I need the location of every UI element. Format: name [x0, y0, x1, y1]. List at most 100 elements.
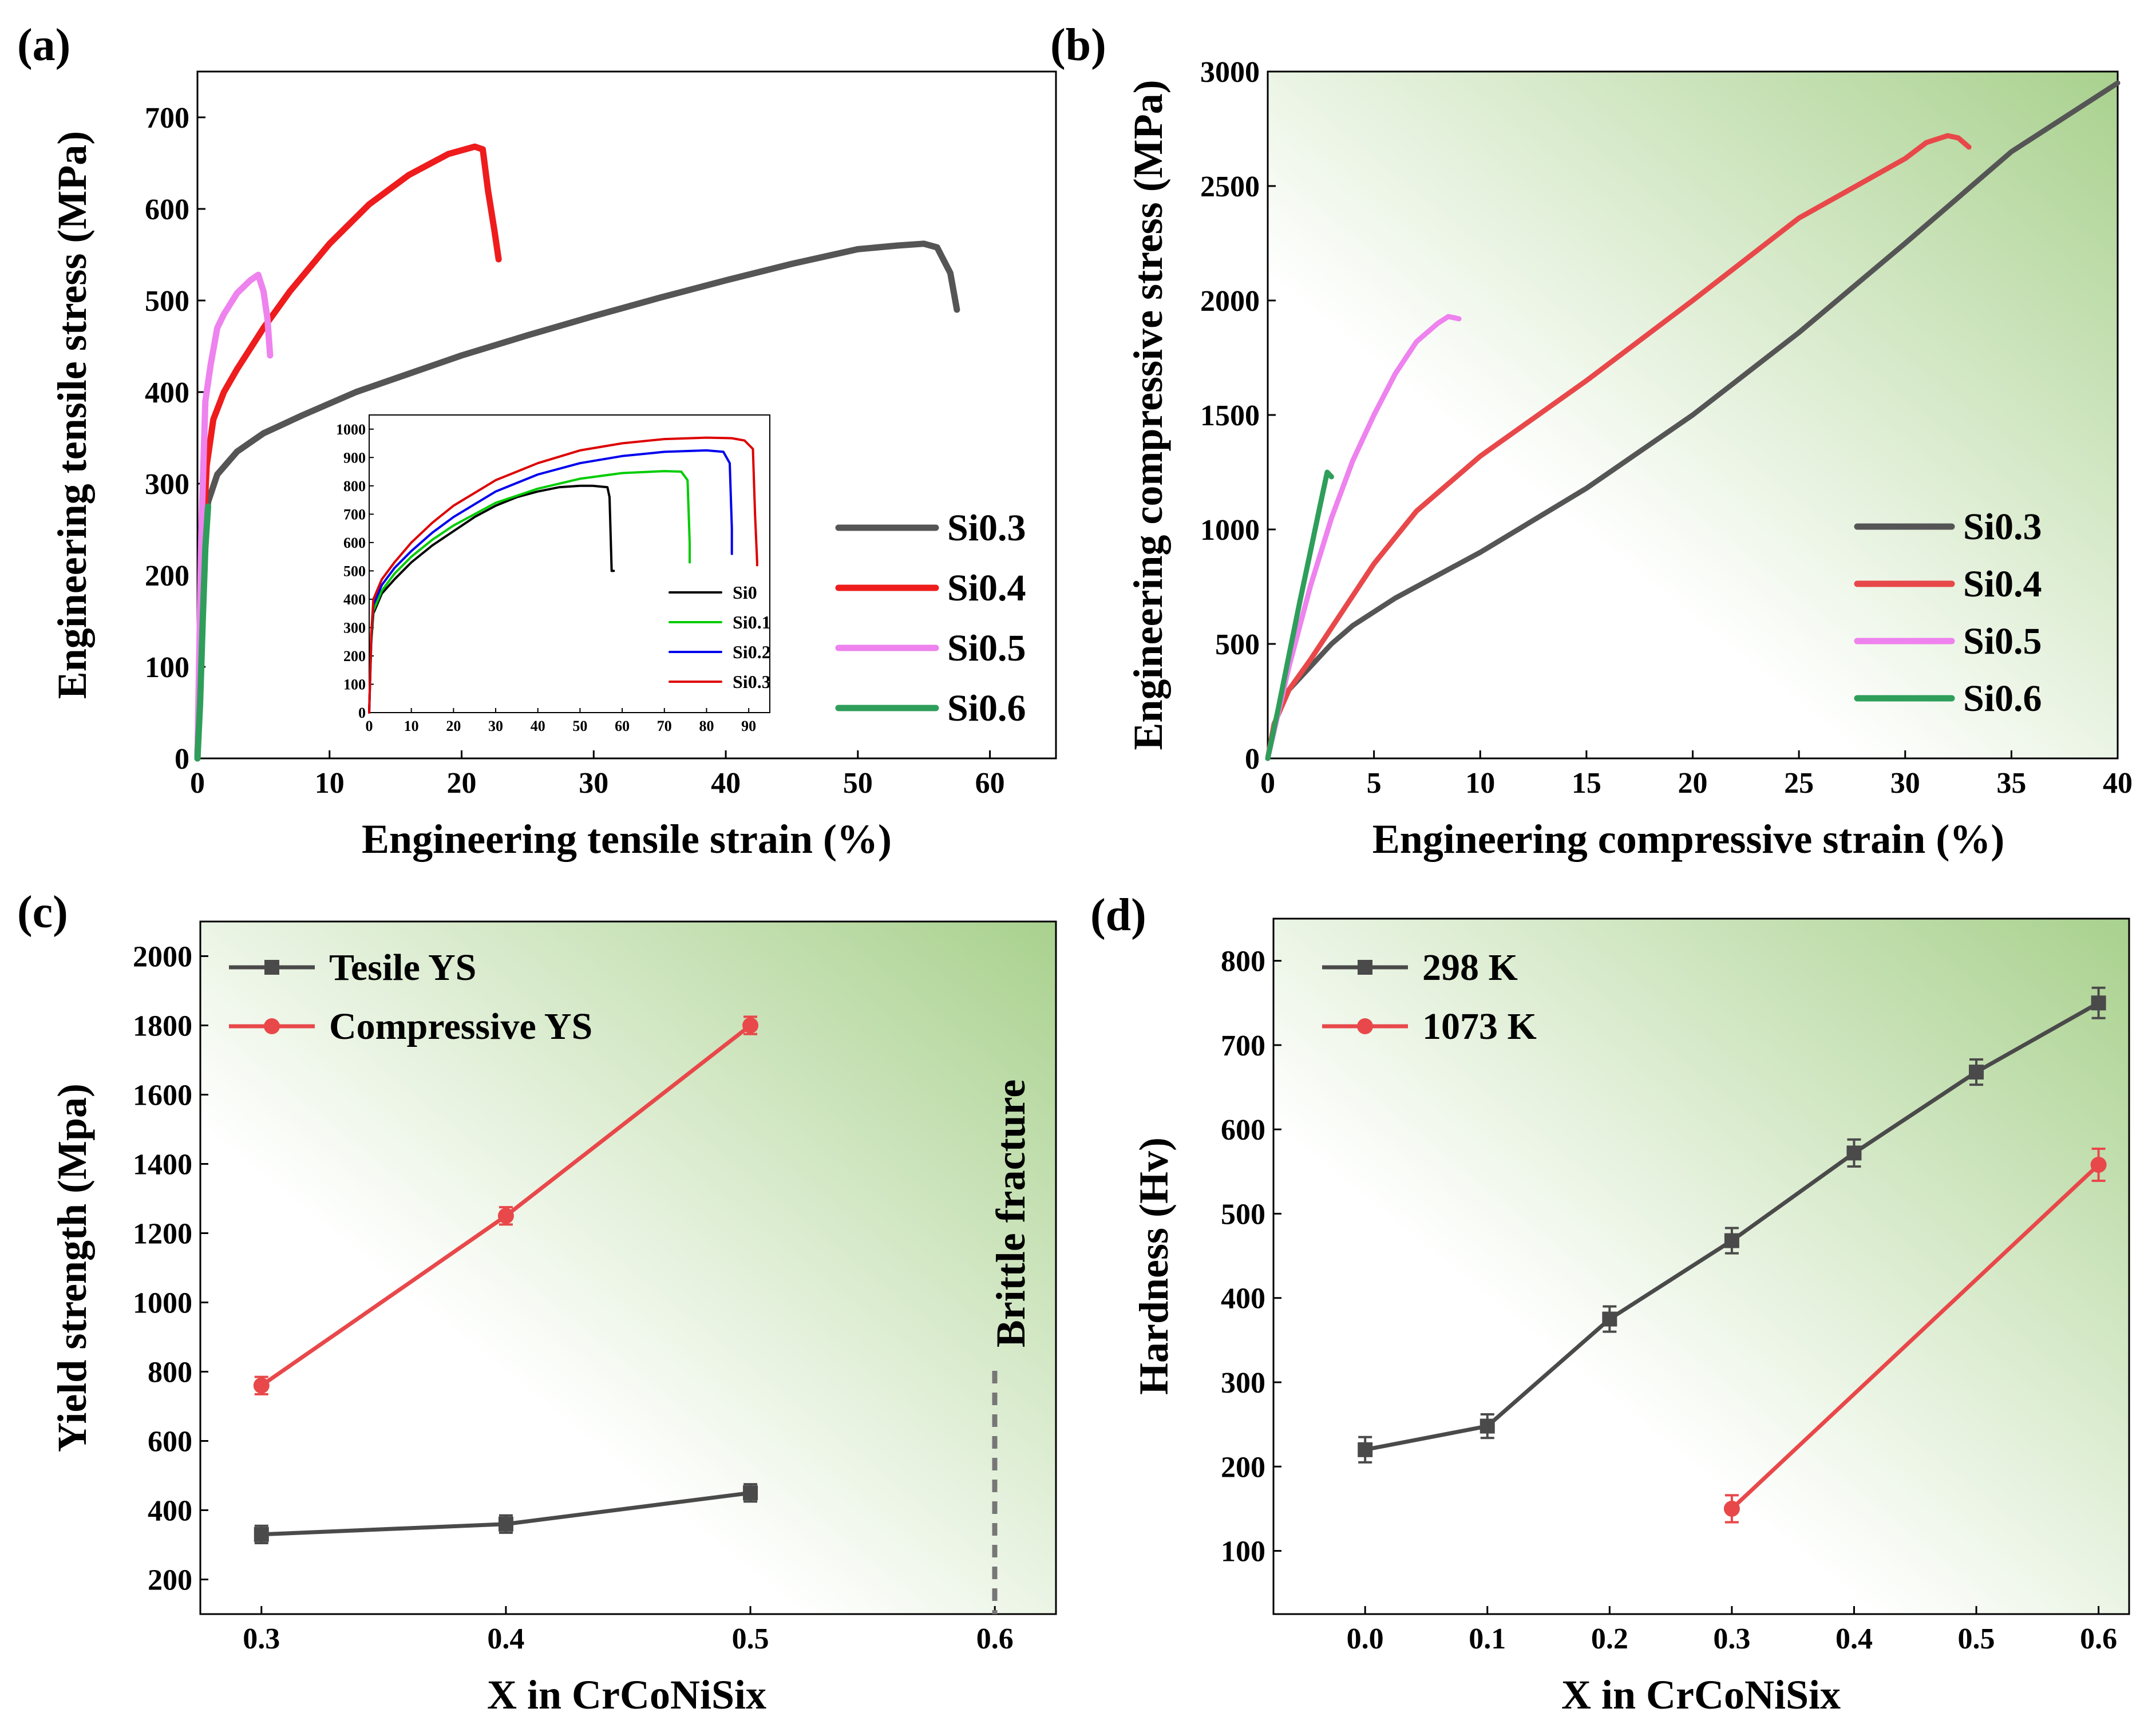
x-tick-label: 40: [531, 718, 545, 734]
y-tick-label: 1600: [133, 1079, 192, 1112]
data-point-square: [2091, 995, 2106, 1011]
x-tick-label: 10: [404, 718, 419, 734]
panel-d-legend: 298 K 1073 K: [1322, 947, 1537, 1047]
legend-label: 1073 K: [1422, 1006, 1537, 1047]
y-tick-label: 600: [145, 193, 189, 226]
inset-axes: 0 10 20 30 40 50 60 70 80 90010020030040050060070…: [336, 421, 756, 734]
panel-b-xlabel: Engineering compressive strain (%): [1372, 816, 2005, 862]
panel-d: (d) 0.0 0.1 0.2 0.3 0.4 0.5 0.6 100 200 300 400 500…: [1090, 890, 2130, 1718]
x-tick-label: 0.3: [1713, 1623, 1750, 1655]
y-tick-label: 400: [145, 377, 189, 409]
x-tick-label: 60: [975, 767, 1005, 800]
inset-series: [368, 436, 758, 714]
panel-a: (a) 0 10 20 30 40 50 600100200300400500600700 …: [17, 20, 1057, 862]
panel-b-series: [1265, 80, 2121, 761]
series-line-si04: [1265, 133, 1972, 761]
x-tick-label: 0.1: [1469, 1623, 1506, 1655]
data-point-square: [254, 1527, 269, 1542]
x-tick-label: 0.4: [1836, 1623, 1873, 1655]
panel-b-axes: 0 5 10 15 20 25 30 35 40 0 500 1000 1500 2000 2500 3000: [1200, 56, 2133, 800]
data-point-square: [1602, 1311, 1617, 1327]
y-tick-label: 400: [343, 591, 366, 608]
y-tick-label: 700: [145, 102, 189, 135]
x-tick-label: 30: [488, 718, 503, 734]
y-tick-label: 800: [148, 1357, 192, 1389]
x-tick-label: 40: [711, 767, 741, 800]
y-tick-label: 600: [343, 535, 366, 551]
y-tick-label: 0: [358, 705, 366, 721]
y-tick-label: 100: [145, 651, 189, 684]
legend-label: Compressive YS: [329, 1006, 592, 1047]
x-tick-label: 0: [1260, 767, 1275, 800]
x-tick-label: 0.3: [243, 1623, 280, 1655]
brittle-fracture-annotation: Brittle fracture: [988, 1079, 1034, 1347]
panel-c-plot-area: [199, 920, 1057, 1615]
y-tick-label: 1500: [1200, 400, 1260, 432]
legend-label: Si0.3: [1963, 506, 2042, 548]
y-tick-label: 500: [343, 563, 366, 579]
panel-c-ylabel: Yield strength (Mpa): [49, 1083, 95, 1452]
y-tick-label: 400: [148, 1495, 192, 1528]
x-tick-label: 30: [1890, 767, 1920, 800]
x-tick-label: 0.4: [487, 1623, 524, 1655]
y-tick-label: 1000: [1200, 514, 1260, 547]
panel-b: (b) 0 5 10 15 20 25 30 35 40 0 500 1000 1500 2000 2500…: [1050, 20, 2133, 862]
legend-label: Tesile YS: [329, 947, 476, 988]
panel-d-xlabel: X in CrCoNiSix: [1561, 1672, 1841, 1718]
y-tick-label: 700: [1221, 1030, 1265, 1062]
x-tick-label: 0.6: [2080, 1623, 2117, 1655]
y-tick-label: 500: [145, 285, 189, 318]
x-tick-label: 30: [579, 767, 608, 800]
panel-c-series: [253, 1015, 759, 1544]
panel-a-ylabel: Engineering tensile stress (MPa): [49, 131, 95, 699]
legend-label: Si0.2: [733, 642, 771, 662]
data-point-square: [1724, 1233, 1739, 1248]
y-tick-label: 1400: [133, 1149, 192, 1181]
y-tick-label: 800: [343, 478, 366, 495]
x-tick-label: 50: [843, 767, 873, 800]
legend-marker: [264, 1018, 280, 1034]
y-tick-label: 100: [343, 676, 366, 693]
series-line-si03: [194, 240, 960, 762]
y-tick-label: 200: [145, 560, 189, 592]
y-tick-label: 200: [1221, 1451, 1265, 1484]
x-tick-label: 10: [1465, 767, 1495, 800]
x-tick-label: 10: [315, 767, 345, 800]
x-tick-label: 90: [741, 718, 756, 734]
y-tick-label: 100: [1221, 1536, 1265, 1568]
inset-plot-area: [369, 414, 770, 713]
panel-a-xlabel: Engineering tensile strain (%): [362, 816, 892, 862]
x-tick-label: 0.2: [1591, 1623, 1628, 1655]
data-point-circle: [1723, 1500, 1740, 1517]
data-point-circle: [742, 1017, 759, 1034]
y-tick-label: 800: [1221, 946, 1265, 978]
y-tick-label: 400: [1221, 1283, 1265, 1315]
y-tick-label: 3000: [1200, 56, 1260, 89]
panel-d-axes: 0.0 0.1 0.2 0.3 0.4 0.5 0.6 100 200 300 400 500 600 7…: [1221, 946, 2117, 1655]
x-tick-label: 70: [657, 718, 672, 734]
panel-c-axes: 0.3 0.4 0.5 0.6 200 400 600 800 1000 1200 1400 1600…: [133, 941, 1014, 1656]
data-point-circle: [497, 1208, 514, 1224]
y-tick-label: 1000: [336, 421, 366, 438]
data-point-square: [498, 1516, 513, 1532]
x-tick-label: 80: [699, 718, 714, 734]
y-tick-label: 1800: [133, 1010, 192, 1043]
panel-c-legend: Tesile YS Compressive YS: [229, 947, 592, 1047]
x-tick-label: 20: [446, 718, 461, 734]
data-point-square: [743, 1485, 758, 1501]
x-tick-label: 0.5: [1958, 1623, 1995, 1655]
x-tick-label: 20: [1678, 767, 1708, 800]
panel-a-series: [194, 143, 960, 762]
y-tick-label: 2000: [1200, 285, 1260, 318]
series-line-si06: [1265, 469, 1334, 761]
x-tick-label: 15: [1572, 767, 1601, 800]
panel-c-label: (c): [17, 887, 68, 938]
data-point-square: [1480, 1418, 1495, 1434]
panel-c-xlabel: X in CrCoNiSix: [487, 1672, 766, 1718]
legend-label: Si0.5: [1963, 620, 2042, 662]
y-tick-label: 0: [1245, 743, 1260, 776]
y-tick-label: 600: [148, 1426, 192, 1458]
legend-marker: [1357, 1018, 1373, 1034]
data-point-square: [1846, 1145, 1862, 1161]
panel-d-series: [1358, 986, 2107, 1524]
